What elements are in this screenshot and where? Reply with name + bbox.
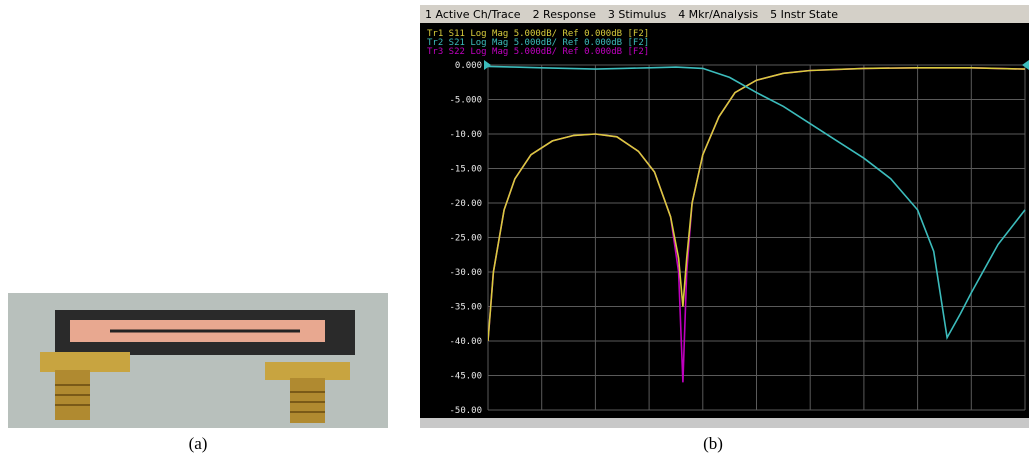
device-photo bbox=[8, 293, 388, 428]
y-tick-label: -35.00 bbox=[449, 303, 482, 313]
caption: (a) bbox=[189, 434, 208, 453]
menu-item: 5 Instr State bbox=[770, 8, 838, 21]
screen bbox=[420, 23, 1029, 428]
legend-entry: Tr3 S22 Log Mag 5.000dB/ Ref 0.000dB [F2… bbox=[427, 47, 649, 57]
y-tick-label: -40.00 bbox=[449, 337, 482, 347]
figure: (a) 1 Active Ch/Trace 2 Response 3 Stimulu… bbox=[0, 0, 1029, 457]
menu-item: 2 Response bbox=[533, 8, 597, 21]
status-bar bbox=[420, 418, 1029, 428]
y-tick-label: -10.00 bbox=[449, 130, 482, 140]
menu-item: 3 Stimulus bbox=[608, 8, 667, 21]
y-tick-label: 0.000 bbox=[455, 61, 482, 71]
caption: (b) bbox=[703, 434, 723, 453]
y-tick-label: -20.00 bbox=[449, 199, 482, 209]
menu-item: 1 Active Ch/Trace bbox=[425, 8, 521, 21]
y-tick-label: -45.00 bbox=[449, 372, 482, 382]
legend: Tr1 S11 Log Mag 5.000dB/ Ref 0.000dB [F2… bbox=[427, 29, 649, 57]
y-tick-label: -25.00 bbox=[449, 234, 482, 244]
menu-item: 4 Mkr/Analysis bbox=[678, 8, 758, 21]
y-tick-label: -15.00 bbox=[449, 165, 482, 175]
y-tick-label: -50.00 bbox=[449, 406, 482, 416]
y-tick-label: -5.000 bbox=[449, 96, 482, 106]
y-tick-label: -30.00 bbox=[449, 268, 482, 278]
